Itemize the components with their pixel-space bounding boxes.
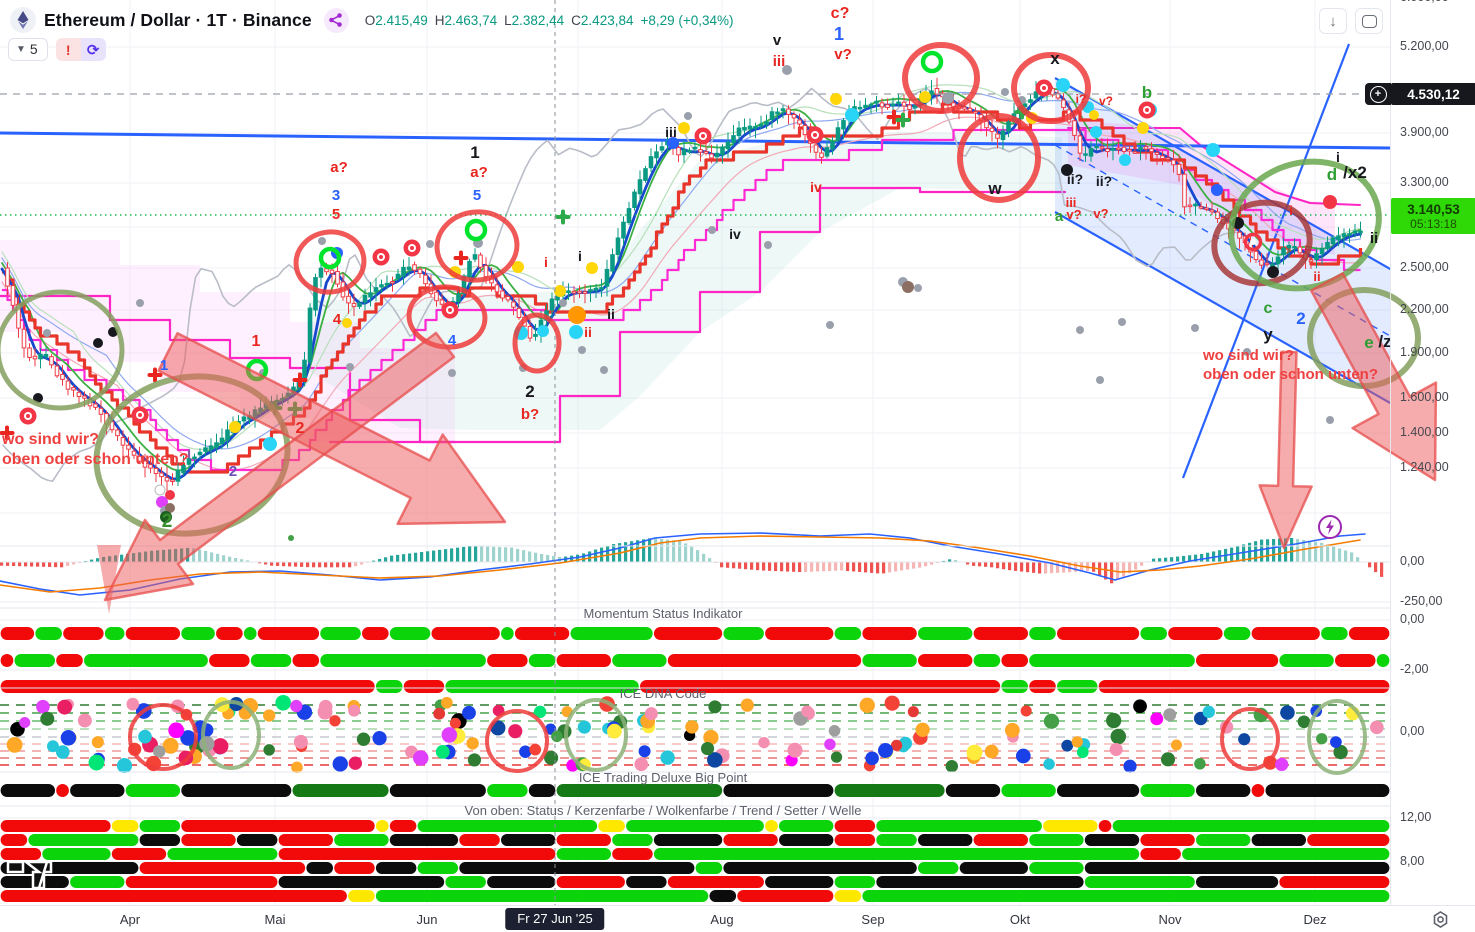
candles-count-value: 5 [29,41,38,57]
change-value: +8,29 (+0,34%) [640,12,734,28]
crosshair-date-badge: Fr 27 Jun '25 [505,908,605,930]
price-axis-label: 5.200,00 [1400,39,1449,53]
share-icon[interactable] [323,7,349,33]
price-axis-label: 1.400,00 [1400,425,1449,439]
current-price: 3.140,53 [1407,201,1460,217]
close-value: 2.423,84 [580,12,634,28]
time-axis-label: Dez [1303,912,1327,927]
current-price-badge: 3.140,53 05:13:18 [1391,198,1475,234]
price-axis-label: 2.200,00 [1400,302,1449,316]
price-axis[interactable]: + 4.530,12 3.140,53 05:13:18 6.000,00 5.2… [1365,0,1475,905]
price-axis-label: 1.900,00 [1400,345,1449,359]
chevron-down-icon: ▼ [16,43,26,55]
price-axis-label: 3.900,00 [1400,125,1449,139]
low-value: 2.382,44 [511,12,565,28]
price-axis-label: 2.500,00 [1400,260,1449,274]
price-axis-label: -2,00 [1400,662,1429,676]
price-axis-label: 0,00 [1400,724,1425,738]
price-axis-label: 3.300,00 [1400,175,1449,189]
time-axis-label: Apr [119,912,141,927]
last-price-badge: + 4.530,12 [1365,83,1475,105]
axis-settings-gear-icon[interactable] [1432,911,1449,932]
candles-count-dropdown[interactable]: ▼ 5 [8,38,48,61]
time-axis-label: Nov [1158,912,1182,927]
price-axis-label: -250,00 [1400,594,1443,608]
time-axis-label: Aug [710,912,734,927]
chart-header: Ethereum / Dollar · 1T · Binance O2.415,… [10,7,734,33]
symbol-title[interactable]: Ethereum / Dollar · 1T · Binance [44,9,312,30]
time-axis-label: Jun [416,912,438,927]
chart-toolbar: ▼ 5 ! ⟳ [8,38,106,61]
screenshot-icon[interactable] [1355,8,1383,34]
ohlc-values: O2.415,49 H2.463,74 L2.382,44 C2.423,84 … [364,12,734,28]
price-axis-label: 0,00 [1400,612,1425,626]
refresh-icon[interactable]: ⟳ [80,38,106,61]
time-axis-label: Sep [861,912,885,927]
download-icon[interactable]: ↓ [1319,8,1347,34]
price-axis-label: 1.240,00 [1400,460,1449,474]
top-right-icons: ↓ [1319,8,1383,34]
time-axis[interactable]: Fr 27 Jun '25 Apr Mai Jun Aug Sep Okt Nov Dez [0,905,1475,932]
open-value: 2.415,49 [375,12,428,28]
bar-countdown: 05:13:18 [1410,216,1457,231]
price-axis-label: 12,00 [1400,810,1432,824]
price-axis-label: 1.600,00 [1400,390,1449,404]
alert-icon[interactable]: ! [55,38,81,61]
high-value: 2.463,74 [444,12,498,28]
price-chart[interactable] [0,0,1390,905]
price-axis-label: 6.000,00 [1400,0,1449,4]
price-axis-label: 8,00 [1400,854,1425,868]
add-order-button[interactable]: + [1365,83,1391,105]
ethereum-logo-icon [10,7,36,33]
price-axis-label: 0,00 [1400,554,1425,568]
time-axis-label: Mai [264,912,286,927]
time-axis-label: Okt [1009,912,1031,927]
